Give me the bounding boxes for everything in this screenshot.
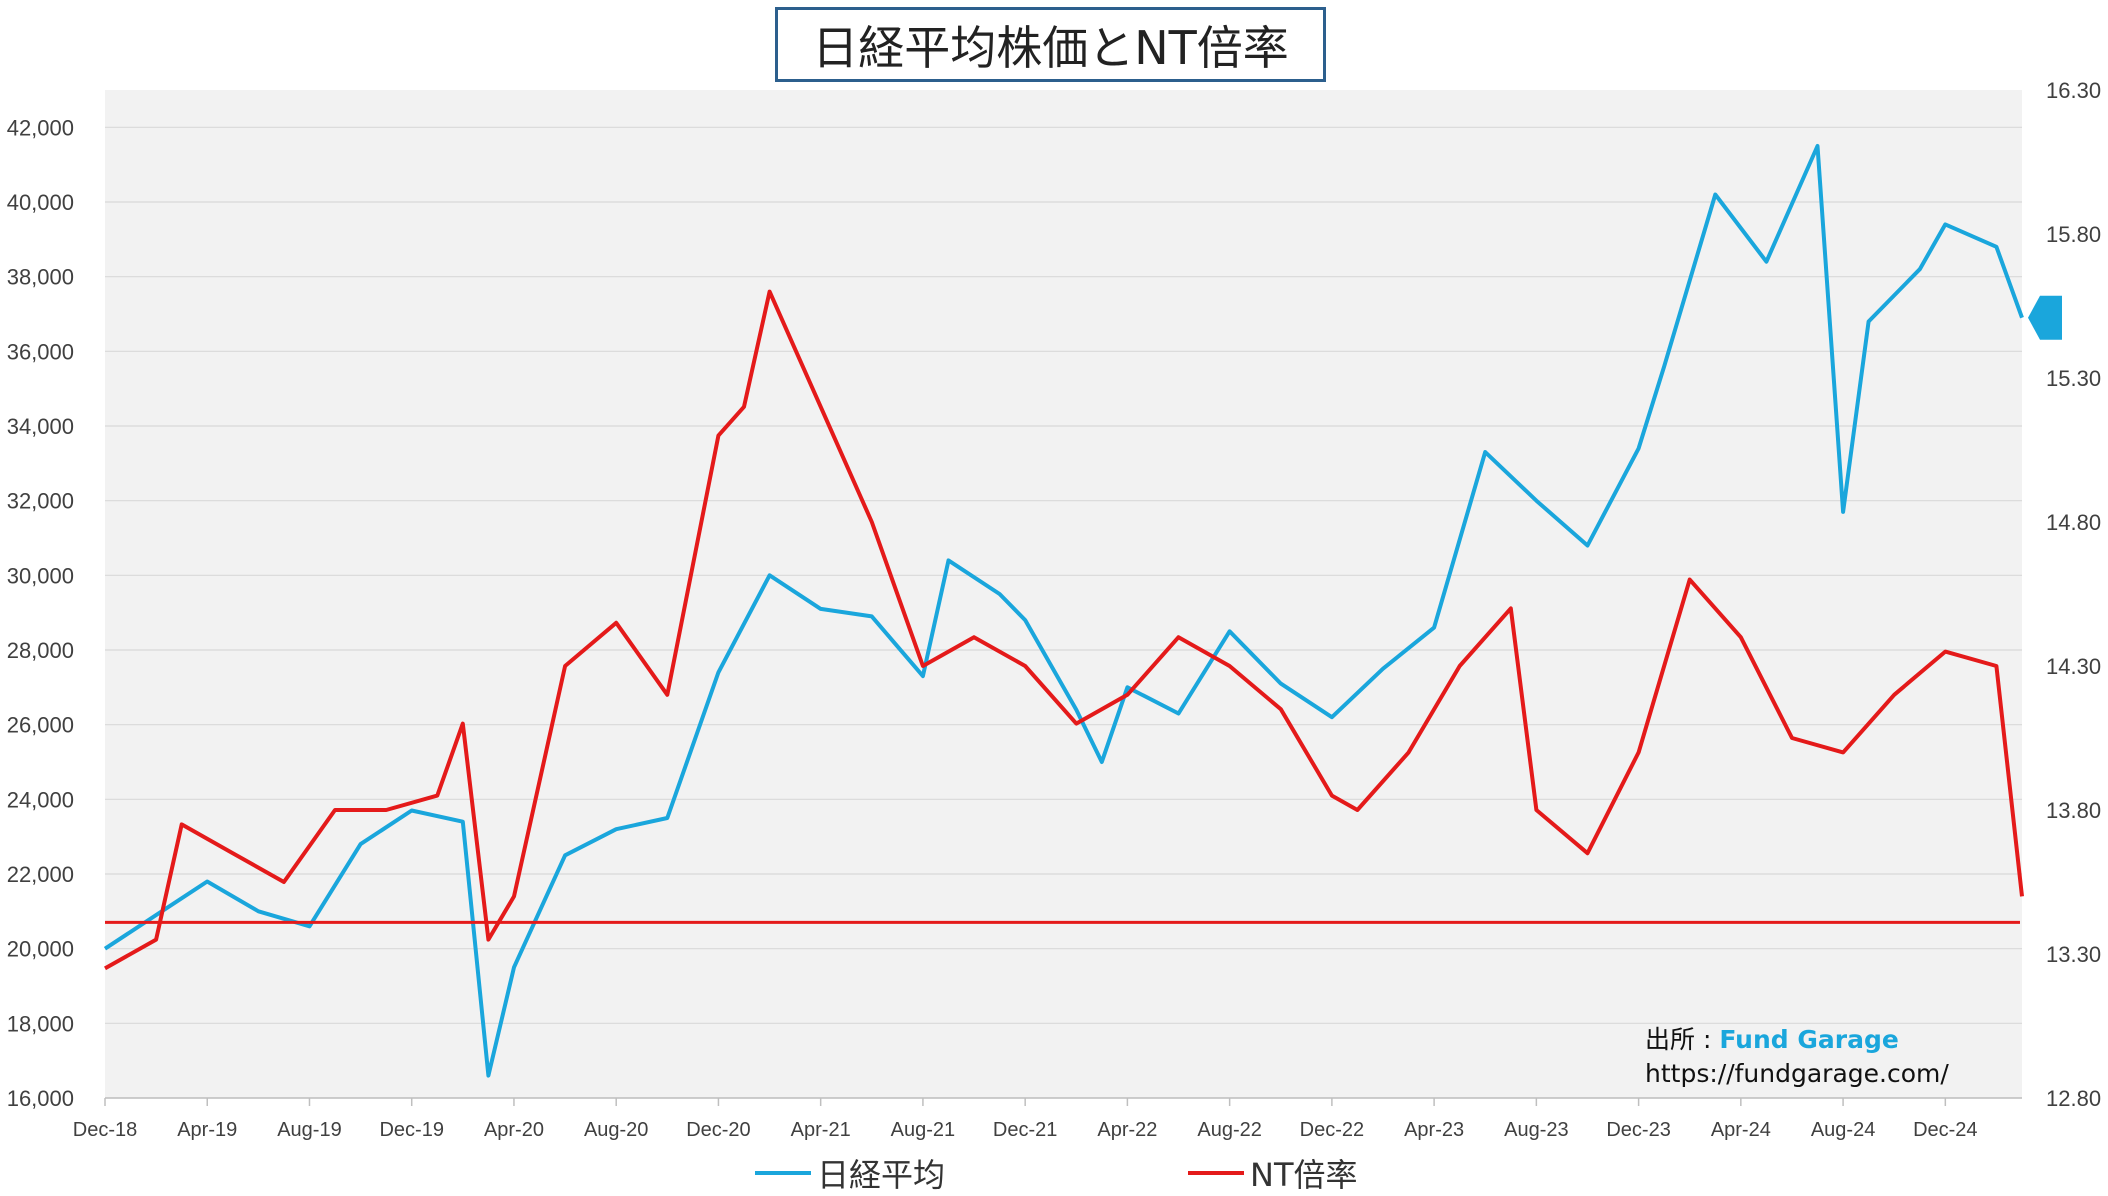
y-left-tick-label: 18,000 (7, 1011, 74, 1036)
x-tick-label: Aug-21 (891, 1119, 956, 1141)
y-axis-right: 12.80 13.30 13.80 14.30 14.80 15.30 15.80 16.30 (2046, 78, 2101, 1111)
legend-label-nt-ratio: NT倍率 (1250, 1156, 1358, 1194)
x-tick-label: Apr-20 (484, 1119, 544, 1141)
y-right-tick-label: 14.80 (2046, 510, 2101, 535)
source-name: Fund Garage (1719, 1025, 1899, 1054)
x-tick-label: Apr-22 (1097, 1119, 1157, 1141)
y-left-tick-label: 30,000 (7, 563, 74, 588)
y-left-tick-label: 26,000 (7, 713, 74, 738)
x-tick-label: Apr-21 (791, 1119, 851, 1141)
series-line-0 (103, 144, 2024, 1078)
legend-item-nikkei[interactable]: 日経平均 (755, 1150, 945, 1196)
plot-area (105, 90, 2022, 1098)
y-left-tick-label: 38,000 (7, 265, 74, 290)
y-left-tick-label: 28,000 (7, 638, 74, 663)
y-right-tick-label: 15.30 (2046, 366, 2101, 391)
y-left-tick-label: 42,000 (7, 115, 74, 140)
markers (2028, 295, 2062, 340)
x-tick-label: Dec-23 (1606, 1119, 1670, 1141)
x-tick-label: Dec-18 (73, 1119, 137, 1141)
x-tick-label: Dec-24 (1913, 1119, 1977, 1141)
x-tick-label: Aug-24 (1811, 1119, 1876, 1141)
series-group (103, 144, 2024, 1078)
chart-title: 日経平均株価とNT倍率 (775, 7, 1326, 82)
x-tick-label: Aug-20 (584, 1119, 649, 1141)
y-right-tick-label: 13.80 (2046, 798, 2101, 823)
y-right-tick-label: 16.30 (2046, 78, 2101, 103)
gridlines (105, 126, 2022, 1099)
x-tick-label: Dec-22 (1300, 1119, 1364, 1141)
y-left-tick-label: 36,000 (7, 339, 74, 364)
y-left-tick-label: 32,000 (7, 489, 74, 514)
y-left-tick-label: 20,000 (7, 937, 74, 962)
x-tick-label: Apr-24 (1711, 1119, 1771, 1141)
x-axis: Dec-18 Apr-19 Aug-19 Dec-19 Apr-20 Aug-20 Dec-… (73, 1097, 2022, 1141)
source-url: https://fundgarage.com/ (1645, 1059, 1949, 1088)
x-tick-label: Aug-23 (1504, 1119, 1569, 1141)
y-left-tick-label: 24,000 (7, 787, 74, 812)
x-tick-label: Aug-22 (1197, 1119, 1262, 1141)
legend-swatch-nt-ratio (1188, 1171, 1244, 1175)
y-left-tick-label: 16,000 (7, 1086, 74, 1111)
y-right-tick-label: 14.30 (2046, 654, 2101, 679)
y-right-tick-label: 12.80 (2046, 1086, 2101, 1111)
x-tick-label: Apr-19 (177, 1119, 237, 1141)
x-tick-label: Apr-23 (1404, 1119, 1464, 1141)
legend-label-nikkei: 日経平均 (817, 1156, 946, 1194)
y-axis-left: 16,000 18,000 20,000 22,000 24,000 26,000 28,0… (7, 115, 74, 1111)
legend-item-nt-ratio[interactable]: NT倍率 (1188, 1150, 1358, 1196)
legend-swatch-nikkei (755, 1171, 811, 1175)
source-note: 出所 : Fund Garage https://fundgarage.com/ (1645, 1023, 1949, 1091)
x-tick-label: Aug-19 (277, 1119, 342, 1141)
x-tick-label: Dec-19 (379, 1119, 443, 1141)
y-left-tick-label: 34,000 (7, 414, 74, 439)
series-line-1 (104, 289, 2024, 971)
x-tick-label: Dec-21 (993, 1119, 1057, 1141)
last-value-marker (2028, 295, 2062, 340)
y-right-tick-label: 15.80 (2046, 222, 2101, 247)
x-tick-label: Dec-20 (686, 1119, 750, 1141)
y-right-tick-label: 13.30 (2046, 942, 2101, 967)
y-left-tick-label: 40,000 (7, 190, 74, 215)
y-left-tick-label: 22,000 (7, 862, 74, 887)
source-label: 出所 : (1645, 1025, 1720, 1054)
